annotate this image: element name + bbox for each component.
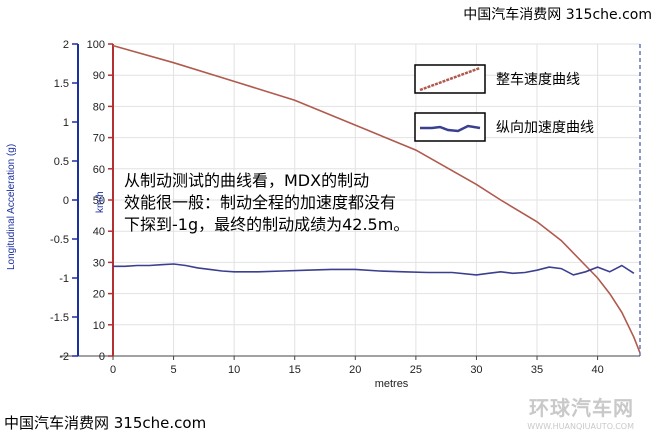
x-axis-title: metres — [375, 378, 409, 390]
series-line-speed — [112, 44, 641, 354]
y2-axis-title: km/h — [95, 191, 106, 213]
y1-tick-label-1: 1.5 — [54, 78, 69, 90]
annotation-line-3: 下探到-1g，最终的制动成绩为42.5m。 — [124, 215, 410, 234]
annotation-text: 从制动测试的曲线看，MDX的制动 效能很一般：制动全程的加速度都没有 下探到-1… — [124, 170, 464, 236]
y2-tick-label-8: 20 — [93, 289, 105, 301]
y2-tick-label-10: 0 — [99, 351, 105, 363]
x-tick-label-3: 15 — [289, 364, 301, 376]
y1-axis-title: Longitudinal Acceleration (g) — [6, 143, 17, 270]
x-tick-label-1: 5 — [171, 364, 177, 376]
series-line-accel — [113, 263, 635, 276]
y2-tick-label-2: 80 — [93, 101, 105, 113]
watermark-bottom: 中国汽车消费网 315che.com — [4, 414, 207, 432]
y1-tick-label-0: 2 — [63, 39, 69, 51]
y1-tick-label-3: 0.5 — [54, 156, 69, 168]
y2-tick-label-3: 70 — [93, 133, 105, 145]
x-tick-label-5: 25 — [410, 364, 422, 376]
y2-tick-label-5: 50 — [93, 195, 105, 207]
annotation-line-2: 效能很一般：制动全程的加速度都没有 — [124, 193, 397, 212]
x-tick-label-2: 10 — [228, 364, 240, 376]
x-tick-label-7: 35 — [531, 364, 543, 376]
legend-swatch-accel — [414, 112, 486, 142]
legend-item-speed: 整车速度曲线 — [414, 64, 580, 94]
x-tick-label-0: 0 — [110, 364, 116, 376]
legend: 整车速度曲线 纵向加速度曲线 — [414, 58, 636, 146]
legend-swatch-speed — [414, 64, 486, 94]
annotation-line-1: 从制动测试的曲线看，MDX的制动 — [124, 171, 370, 190]
y1-tick-label-6: -1 — [59, 273, 69, 285]
y2-tick-label-9: 10 — [93, 320, 105, 332]
y2-tick-label-1: 90 — [93, 70, 105, 82]
y2-tick-label-6: 40 — [93, 226, 105, 238]
x-tick-label-6: 30 — [470, 364, 482, 376]
y2-tick-label-7: 30 — [93, 257, 105, 269]
y2-tick-label-4: 60 — [93, 164, 105, 176]
x-tick-label-8: 40 — [591, 364, 603, 376]
watermark-logo: 环球汽车网 — [529, 396, 634, 420]
y2-tick-label-0: 100 — [87, 39, 105, 51]
legend-label-accel: 纵向加速度曲线 — [496, 120, 594, 136]
y1-tick-label-7: -1.5 — [50, 312, 69, 324]
y1-tick-label-2: 1 — [63, 117, 69, 129]
y1-tick-label-5: -0.5 — [50, 234, 69, 246]
watermark-top: 中国汽车消费网 315che.com — [463, 7, 652, 23]
legend-label-speed: 整车速度曲线 — [496, 72, 580, 88]
y1-tick-label-8: -2 — [59, 351, 69, 363]
legend-item-accel: 纵向加速度曲线 — [414, 112, 594, 142]
x-tick-label-4: 20 — [349, 364, 361, 376]
watermark-logo-sub: WWW.HUANQIUAUTO.COM — [527, 422, 634, 431]
y1-tick-label-4: 0 — [63, 195, 69, 207]
